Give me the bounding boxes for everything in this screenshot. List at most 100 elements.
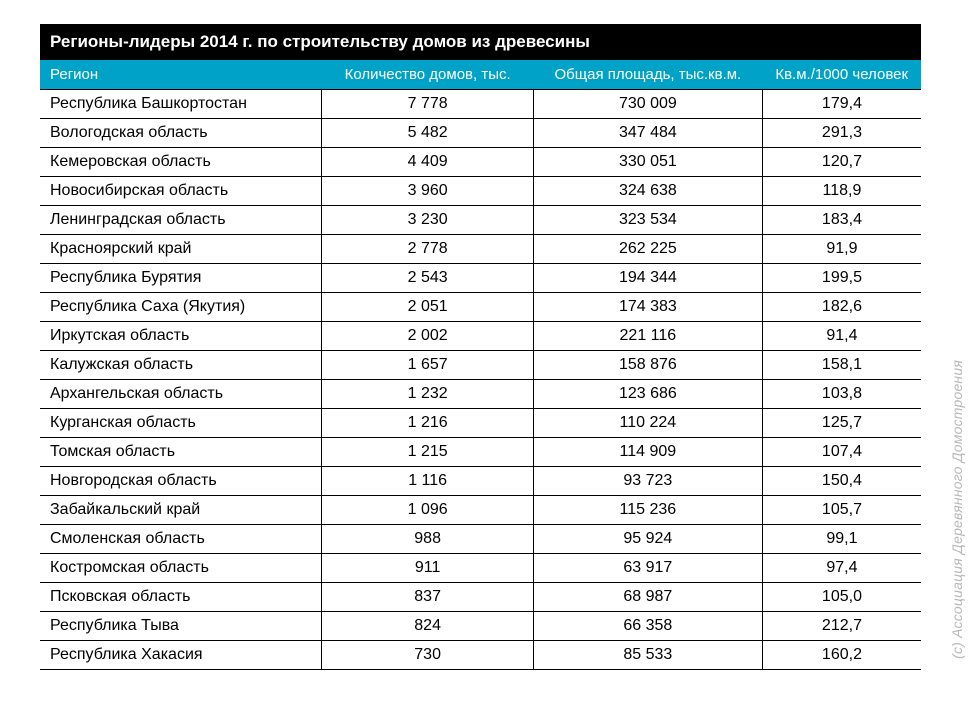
cell-per1000: 182,6 [762,293,921,322]
cell-area: 323 534 [533,206,762,235]
page-container: Регионы-лидеры 2014 г. по строительству … [0,0,971,690]
cell-region: Калужская область [40,351,322,380]
cell-region: Ленинградская область [40,206,322,235]
cell-houses: 2 051 [322,293,533,322]
col-header-per1000: Кв.м./1000 человек [762,60,921,90]
cell-per1000: 103,8 [762,380,921,409]
cell-per1000: 97,4 [762,554,921,583]
cell-per1000: 150,4 [762,467,921,496]
cell-area: 324 638 [533,177,762,206]
cell-area: 114 909 [533,438,762,467]
cell-houses: 1 232 [322,380,533,409]
cell-region: Республика Башкортостан [40,90,322,119]
cell-per1000: 120,7 [762,148,921,177]
cell-houses: 1 116 [322,467,533,496]
table-row: Новгородская область1 11693 723150,4 [40,467,921,496]
cell-per1000: 212,7 [762,612,921,641]
cell-area: 347 484 [533,119,762,148]
cell-area: 123 686 [533,380,762,409]
table-row: Республика Саха (Якутия)2 051174 383182,… [40,293,921,322]
cell-houses: 1 657 [322,351,533,380]
cell-houses: 1 096 [322,496,533,525]
table-row: Смоленская область98895 92499,1 [40,525,921,554]
cell-per1000: 179,4 [762,90,921,119]
cell-area: 93 723 [533,467,762,496]
cell-area: 115 236 [533,496,762,525]
table-row: Кемеровская область4 409330 051120,7 [40,148,921,177]
cell-houses: 1 215 [322,438,533,467]
cell-region: Республика Хакасия [40,641,322,670]
cell-per1000: 91,9 [762,235,921,264]
cell-area: 66 358 [533,612,762,641]
cell-houses: 988 [322,525,533,554]
cell-houses: 837 [322,583,533,612]
table-row: Вологодская область5 482347 484291,3 [40,119,921,148]
table-body: Республика Башкортостан7 778730 009179,4… [40,90,921,670]
cell-houses: 2 543 [322,264,533,293]
cell-per1000: 105,7 [762,496,921,525]
cell-region: Забайкальский край [40,496,322,525]
cell-houses: 2 002 [322,322,533,351]
table-title-row: Регионы-лидеры 2014 г. по строительству … [40,24,921,60]
cell-region: Республика Саха (Якутия) [40,293,322,322]
table-row: Забайкальский край1 096115 236105,7 [40,496,921,525]
table-row: Ленинградская область3 230323 534183,4 [40,206,921,235]
cell-area: 110 224 [533,409,762,438]
cell-area: 158 876 [533,351,762,380]
cell-area: 95 924 [533,525,762,554]
cell-region: Кемеровская область [40,148,322,177]
cell-houses: 3 230 [322,206,533,235]
cell-per1000: 118,9 [762,177,921,206]
cell-per1000: 99,1 [762,525,921,554]
cell-region: Новосибирская область [40,177,322,206]
cell-per1000: 199,5 [762,264,921,293]
cell-region: Красноярский край [40,235,322,264]
cell-per1000: 160,2 [762,641,921,670]
table-row: Красноярский край2 778262 22591,9 [40,235,921,264]
table-title: Регионы-лидеры 2014 г. по строительству … [40,24,921,60]
table-row: Республика Хакасия73085 533160,2 [40,641,921,670]
col-header-houses: Количество домов, тыс. [322,60,533,90]
cell-houses: 1 216 [322,409,533,438]
table-row: Калужская область1 657158 876158,1 [40,351,921,380]
cell-area: 330 051 [533,148,762,177]
col-header-region: Регион [40,60,322,90]
cell-per1000: 183,4 [762,206,921,235]
cell-houses: 2 778 [322,235,533,264]
cell-per1000: 291,3 [762,119,921,148]
cell-region: Иркутская область [40,322,322,351]
table-row: Иркутская область2 002221 11691,4 [40,322,921,351]
table-row: Республика Тыва82466 358212,7 [40,612,921,641]
col-header-area: Общая площадь, тыс.кв.м. [533,60,762,90]
table-row: Томская область1 215114 909107,4 [40,438,921,467]
cell-houses: 4 409 [322,148,533,177]
cell-houses: 730 [322,641,533,670]
table-row: Псковская область83768 987105,0 [40,583,921,612]
cell-houses: 824 [322,612,533,641]
cell-area: 174 383 [533,293,762,322]
cell-area: 730 009 [533,90,762,119]
cell-houses: 5 482 [322,119,533,148]
cell-region: Республика Бурятия [40,264,322,293]
cell-region: Смоленская область [40,525,322,554]
cell-region: Курганская область [40,409,322,438]
cell-area: 68 987 [533,583,762,612]
cell-area: 63 917 [533,554,762,583]
cell-area: 221 116 [533,322,762,351]
table-row: Костромская область91163 91797,4 [40,554,921,583]
cell-per1000: 125,7 [762,409,921,438]
regions-table: Регионы-лидеры 2014 г. по строительству … [40,24,921,670]
cell-per1000: 107,4 [762,438,921,467]
cell-region: Томская область [40,438,322,467]
cell-per1000: 158,1 [762,351,921,380]
table-row: Республика Башкортостан7 778730 009179,4 [40,90,921,119]
cell-houses: 3 960 [322,177,533,206]
table-row: Республика Бурятия2 543194 344199,5 [40,264,921,293]
table-row: Курганская область1 216110 224125,7 [40,409,921,438]
table-row: Новосибирская область3 960324 638118,9 [40,177,921,206]
cell-per1000: 91,4 [762,322,921,351]
cell-region: Архангельская область [40,380,322,409]
cell-area: 194 344 [533,264,762,293]
watermark-text: (с) Ассоциация Деревянного Домостроения [949,360,965,659]
cell-per1000: 105,0 [762,583,921,612]
